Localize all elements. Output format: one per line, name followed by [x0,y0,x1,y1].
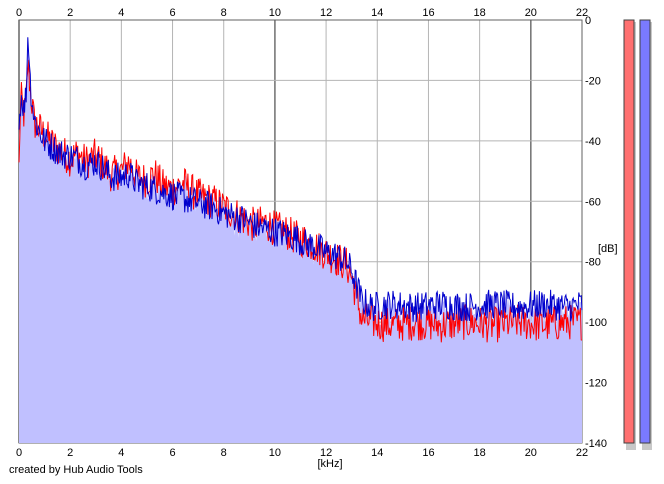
y-tick-label: -120 [585,378,607,390]
x-tick-label-top: 0 [16,7,22,19]
x-tick-label-bottom: 20 [525,447,537,459]
credit-text: created by Hub Audio Tools [9,464,143,476]
x-tick-label-bottom: 6 [169,447,175,459]
x-tick-label-bottom: 18 [474,447,486,459]
y-axis-label: [dB] [598,243,618,255]
x-tick-label-bottom: 12 [320,447,332,459]
y-tick-label: 0 [585,15,591,27]
tick-labels-layer: 002244668810101212141416161818202022220-… [16,7,607,459]
level-meters [623,19,652,450]
series-line-1 [18,59,583,343]
series-line-2 [18,37,583,322]
x-tick-label-top: 18 [474,7,486,19]
series-layer [18,37,583,343]
y-tick-label: -20 [585,75,601,87]
x-tick-label-bottom: 14 [371,447,383,459]
x-tick-label-bottom: 0 [16,447,22,459]
y-tick-label: -40 [585,136,601,148]
x-tick-label-top: 8 [221,7,227,19]
x-tick-label-top: 14 [371,7,383,19]
x-tick-label-bottom: 2 [67,447,73,459]
x-tick-label-bottom: 16 [422,447,434,459]
y-tick-label: -100 [585,317,607,329]
x-tick-label-top: 4 [118,7,124,19]
x-tick-label-bottom: 10 [269,447,281,459]
y-tick-label: -140 [585,438,607,450]
x-tick-label-bottom: 4 [118,447,124,459]
x-tick-label-top: 12 [320,7,332,19]
x-tick-label-top: 6 [169,7,175,19]
x-tick-label-bottom: 8 [221,447,227,459]
y-tick-label: -80 [585,257,601,269]
x-tick-label-top: 16 [422,7,434,19]
x-axis-label: [kHz] [317,458,342,470]
level-meter-2 [639,19,651,444]
y-tick-label: -60 [585,196,601,208]
x-tick-label-bottom: 22 [576,447,588,459]
x-tick-label-top: 2 [67,7,73,19]
x-tick-label-top: 20 [525,7,537,19]
level-meter-1 [623,19,635,444]
x-tick-label-top: 10 [269,7,281,19]
x-tick-label-top: 22 [576,7,588,19]
